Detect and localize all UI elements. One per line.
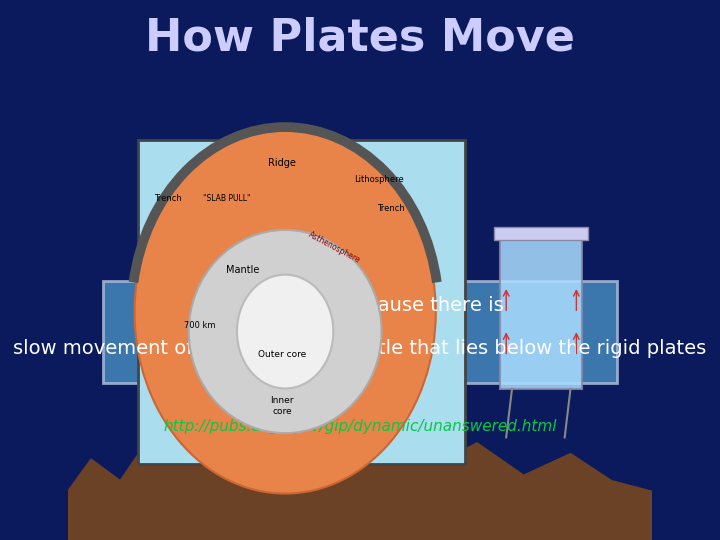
Bar bbox=[68, 528, 652, 539]
Bar bbox=[68, 523, 652, 534]
Ellipse shape bbox=[135, 131, 436, 494]
Bar bbox=[495, 227, 588, 240]
Bar bbox=[68, 522, 652, 532]
Bar bbox=[68, 522, 652, 533]
Bar bbox=[68, 526, 652, 537]
Text: Plates move because there is: Plates move because there is bbox=[217, 295, 503, 315]
Bar bbox=[68, 524, 652, 535]
Bar bbox=[68, 529, 652, 540]
Ellipse shape bbox=[237, 275, 333, 388]
Bar bbox=[68, 525, 652, 536]
Bar bbox=[68, 528, 652, 539]
Bar bbox=[68, 521, 652, 531]
Text: slow movement of hot, softened mantle that lies below the rigid plates: slow movement of hot, softened mantle th… bbox=[14, 339, 706, 358]
Text: Lithosphere: Lithosphere bbox=[354, 175, 404, 184]
Ellipse shape bbox=[189, 230, 382, 433]
Bar bbox=[68, 529, 652, 539]
Bar bbox=[68, 523, 652, 534]
Bar bbox=[68, 519, 652, 530]
Bar bbox=[68, 529, 652, 539]
Bar bbox=[68, 527, 652, 538]
Text: Outer core: Outer core bbox=[258, 350, 306, 359]
Bar bbox=[68, 525, 652, 536]
Bar bbox=[68, 526, 652, 537]
Bar bbox=[68, 528, 652, 538]
Bar bbox=[68, 519, 652, 530]
Bar bbox=[68, 521, 652, 532]
Text: http://pubs.usgs.gov/gip/dynamic/unanswered.html: http://pubs.usgs.gov/gip/dynamic/unanswe… bbox=[163, 419, 557, 434]
Bar bbox=[500, 238, 582, 389]
Bar bbox=[68, 525, 652, 536]
Bar bbox=[68, 522, 652, 533]
Bar bbox=[68, 519, 652, 530]
Bar bbox=[68, 526, 652, 537]
Text: 700 km: 700 km bbox=[184, 321, 215, 329]
FancyBboxPatch shape bbox=[103, 281, 617, 383]
Text: Inner
core: Inner core bbox=[270, 396, 294, 416]
Bar bbox=[138, 140, 465, 464]
Bar bbox=[68, 522, 652, 532]
Bar bbox=[68, 521, 652, 532]
Bar bbox=[68, 518, 652, 529]
Bar bbox=[68, 520, 652, 531]
Text: Asthenosphere: Asthenosphere bbox=[307, 230, 361, 265]
Bar bbox=[68, 523, 652, 534]
Text: "SLAB PULL": "SLAB PULL" bbox=[203, 194, 251, 203]
Bar bbox=[68, 491, 652, 540]
Bar bbox=[68, 522, 652, 532]
Text: Mantle: Mantle bbox=[226, 265, 259, 275]
Bar bbox=[68, 526, 652, 537]
Bar bbox=[68, 527, 652, 538]
Bar bbox=[68, 524, 652, 535]
Bar bbox=[68, 520, 652, 531]
Bar bbox=[68, 528, 652, 539]
Bar bbox=[68, 528, 652, 538]
Bar bbox=[68, 523, 652, 534]
Text: How Plates Move: How Plates Move bbox=[145, 16, 575, 59]
Text: Trench: Trench bbox=[377, 204, 405, 213]
Bar bbox=[68, 523, 652, 534]
Polygon shape bbox=[68, 416, 652, 540]
Bar bbox=[68, 521, 652, 531]
Text: Ridge: Ridge bbox=[268, 158, 296, 168]
Bar bbox=[68, 524, 652, 535]
Bar bbox=[68, 525, 652, 536]
Bar bbox=[68, 529, 652, 540]
Bar bbox=[68, 521, 652, 531]
Bar bbox=[68, 519, 652, 530]
Bar bbox=[68, 524, 652, 535]
Text: Trench: Trench bbox=[154, 194, 182, 203]
Bar bbox=[68, 525, 652, 536]
Bar bbox=[68, 526, 652, 537]
Bar bbox=[68, 527, 652, 538]
Bar bbox=[68, 519, 652, 530]
Bar bbox=[68, 524, 652, 535]
